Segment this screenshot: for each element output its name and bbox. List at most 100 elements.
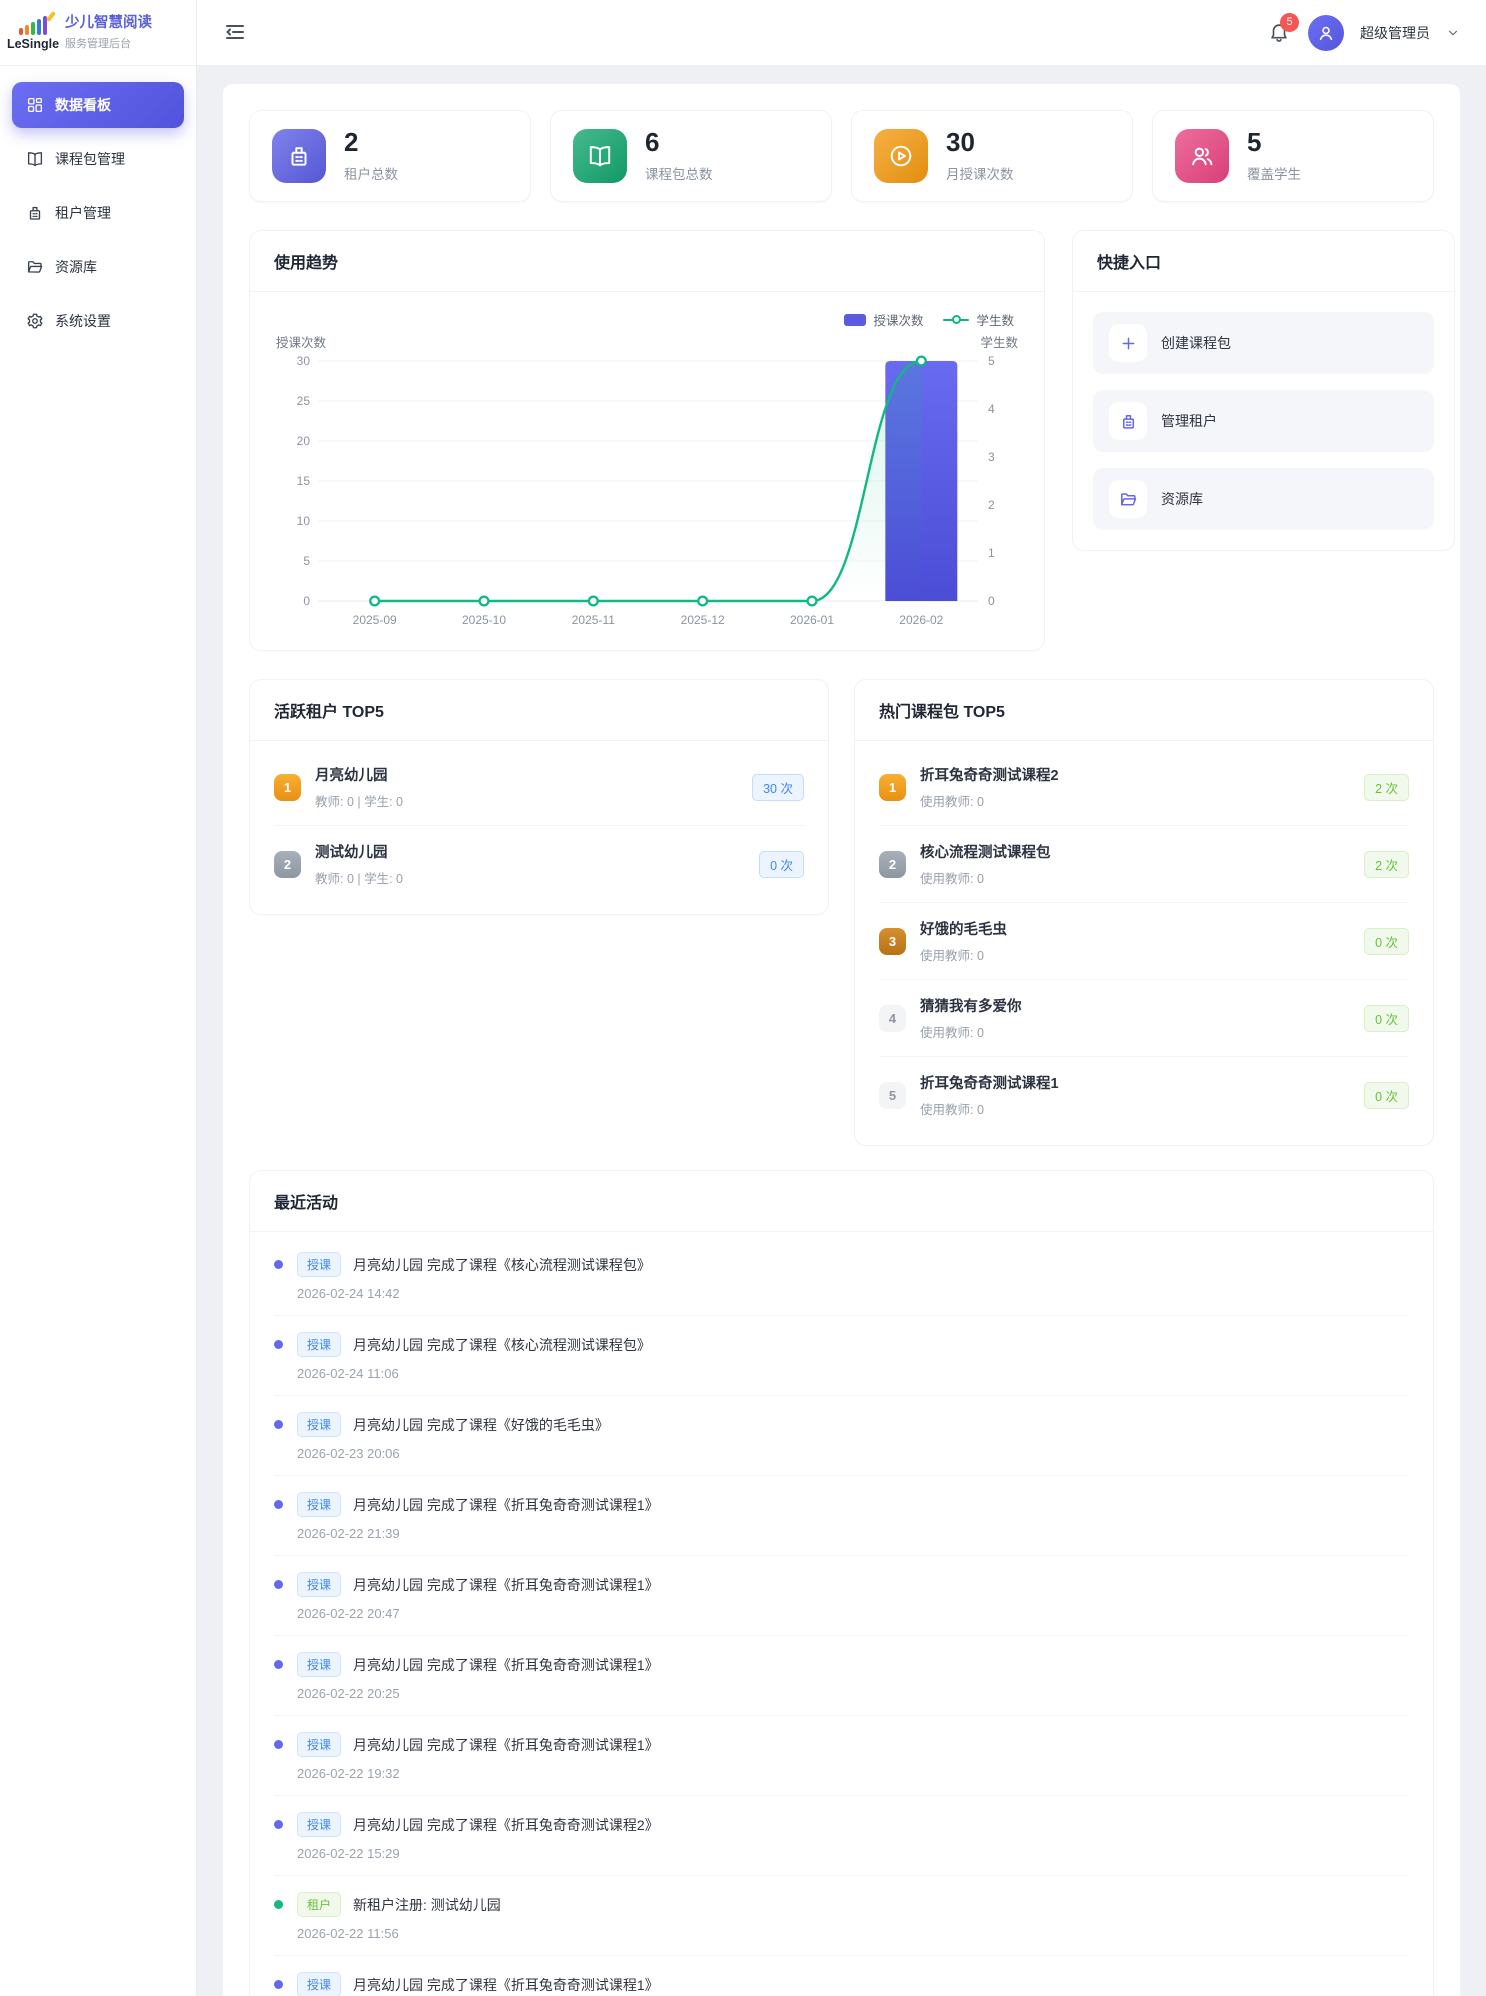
sidebar-item[interactable]: 系统设置 [12, 298, 184, 344]
sidebar-collapse-icon[interactable] [223, 20, 249, 46]
dashboard-card: 2 租户总数 6 课程包总数 30 月授课次数 [223, 84, 1460, 1996]
activity-text: 月亮幼儿园 完成了课程《折耳兔奇奇测试课程1》 [353, 1976, 659, 1993]
stat-cards: 2 租户总数 6 课程包总数 30 月授课次数 [249, 110, 1434, 203]
tenant-row[interactable]: 2 测试幼儿园 教师: 0 | 学生: 0 0 次 [274, 826, 804, 902]
activity-dot [274, 1260, 283, 1270]
recent-activities-list: 授课 月亮幼儿园 完成了课程《核心流程测试课程包》 2026-02-24 14:… [250, 1232, 1433, 1996]
sidebar-item-icon [26, 312, 44, 330]
svg-text:2026-02: 2026-02 [899, 613, 943, 627]
activity-type-tag: 授课 [297, 1732, 342, 1758]
active-tenants-card: 活跃租户 TOP5 1 月亮幼儿园 教师: 0 | 学生: 0 30 次 [249, 679, 829, 916]
sidebar-item-icon [26, 204, 44, 222]
activity-type-tag: 授课 [297, 1652, 342, 1678]
sidebar-item-label: 课程包管理 [55, 151, 125, 167]
quick-entry-item[interactable]: 资源库 [1093, 468, 1434, 531]
rank-badge: 1 [274, 773, 301, 801]
quick-entry-icon [1109, 480, 1147, 519]
activity-text: 月亮幼儿园 完成了课程《折耳兔奇奇测试课程1》 [353, 1736, 659, 1753]
activity-text: 月亮幼儿园 完成了课程《折耳兔奇奇测试课程1》 [353, 1496, 659, 1513]
package-meta: 使用教师: 0 [920, 1103, 984, 1118]
rank-badge: 5 [879, 1081, 906, 1109]
chevron-down-icon[interactable] [1446, 26, 1460, 40]
usage-count-badge: 0 次 [1364, 927, 1409, 955]
package-meta: 使用教师: 0 [920, 949, 984, 964]
sidebar: LeSingle 少儿智慧阅读 服务管理后台 数据看板 课程包管理 租户管理 [0, 0, 197, 1996]
svg-text:学生数: 学生数 [980, 335, 1018, 350]
activity-timestamp: 2026-02-22 20:25 [297, 1686, 400, 1702]
stat-card: 5 覆盖学生 [1152, 110, 1434, 203]
activity-type-tag: 授课 [297, 1252, 342, 1278]
sidebar-item[interactable]: 课程包管理 [12, 136, 184, 182]
usage-trend-title: 使用趋势 [250, 231, 1044, 293]
usage-trend-card: 使用趋势 授课次数 学生数 0 5 10 15 20 25 30 0 1 2 3 4 5 授课次数 学生数 2… [249, 230, 1045, 652]
rank-badge: 1 [879, 773, 906, 801]
svg-text:1: 1 [988, 546, 995, 560]
activity-type-tag: 授课 [297, 1332, 342, 1358]
quick-entry-label: 管理租户 [1161, 413, 1217, 430]
svg-text:15: 15 [297, 474, 311, 488]
sidebar-item-label: 资源库 [55, 259, 97, 275]
brand-area: LeSingle 少儿智慧阅读 服务管理后台 [0, 0, 196, 66]
quick-entry-icon [1109, 402, 1147, 441]
svg-text:授课次数: 授课次数 [276, 335, 327, 350]
package-meta: 使用教师: 0 [920, 872, 984, 887]
activity-dot [274, 1980, 283, 1990]
top-header: 5 超级管理员 [197, 0, 1486, 66]
stat-value: 5 [1247, 127, 1262, 157]
package-meta: 使用教师: 0 [920, 795, 984, 810]
quick-entry-label: 创建课程包 [1161, 335, 1231, 352]
user-name[interactable]: 超级管理员 [1360, 24, 1430, 41]
usage-count-badge: 0 次 [1364, 1004, 1409, 1032]
recent-activities-card: 最近活动 授课 月亮幼儿园 完成了课程《核心流程测试课程包》 2026-02-2… [249, 1170, 1434, 1996]
quick-entry-item[interactable]: 管理租户 [1093, 390, 1434, 453]
person-icon [1316, 23, 1336, 43]
legend-label-students[interactable]: 学生数 [976, 314, 1014, 329]
hot-packages-card: 热门课程包 TOP5 1 折耳兔奇奇测试课程2 使用教师: 0 2 次 [854, 679, 1434, 1147]
sidebar-item[interactable]: 资源库 [12, 244, 184, 290]
activity-dot [274, 1340, 283, 1350]
usage-count-badge: 2 次 [1364, 850, 1409, 878]
tenant-name: 测试幼儿园 [315, 845, 388, 862]
stat-value: 2 [344, 127, 359, 157]
stat-label: 月授课次数 [946, 167, 1014, 183]
activity-timestamp: 2026-02-22 11:56 [297, 1926, 399, 1942]
stat-label: 租户总数 [344, 167, 398, 183]
sidebar-item[interactable]: 数据看板 [12, 82, 184, 128]
legend-line-swatch [943, 315, 970, 325]
notification-bell-icon[interactable]: 5 [1268, 12, 1299, 45]
svg-text:0: 0 [303, 594, 310, 608]
svg-text:25: 25 [297, 394, 311, 408]
svg-text:0: 0 [988, 594, 995, 608]
package-row[interactable]: 2 核心流程测试课程包 使用教师: 0 2 次 [879, 826, 1409, 904]
recent-activities-title: 最近活动 [250, 1171, 1433, 1233]
activity-item: 授课 月亮幼儿园 完成了课程《好饿的毛毛虫》 2026-02-23 20:06 [274, 1396, 1409, 1477]
avatar[interactable] [1308, 14, 1344, 51]
activity-text: 月亮幼儿园 完成了课程《折耳兔奇奇测试课程2》 [353, 1816, 659, 1833]
sidebar-item-icon [26, 96, 44, 114]
activity-dot [274, 1740, 283, 1750]
sidebar-item-label: 租户管理 [55, 205, 111, 221]
quick-entry-list: 创建课程包 管理租户 资源库 [1073, 292, 1454, 550]
activity-item: 授课 月亮幼儿园 完成了课程《折耳兔奇奇测试课程1》 2026-02-22 19… [274, 1716, 1409, 1797]
package-row[interactable]: 1 折耳兔奇奇测试课程2 使用教师: 0 2 次 [879, 749, 1409, 827]
activity-text: 月亮幼儿园 完成了课程《好饿的毛毛虫》 [353, 1416, 609, 1433]
legend-label-lessons[interactable]: 授课次数 [873, 314, 924, 329]
chart-legend: 授课次数 学生数 [272, 298, 1022, 331]
app-title: 少儿智慧阅读 [65, 15, 152, 32]
package-row[interactable]: 3 好饿的毛毛虫 使用教师: 0 0 次 [879, 903, 1409, 981]
tenant-meta: 教师: 0 | 学生: 0 [315, 872, 403, 887]
activity-dot [274, 1660, 283, 1670]
quick-entry-item[interactable]: 创建课程包 [1093, 312, 1434, 375]
stat-label: 课程包总数 [645, 167, 713, 183]
sidebar-item-icon [26, 150, 44, 168]
svg-text:2025-10: 2025-10 [462, 613, 506, 627]
package-row[interactable]: 5 折耳兔奇奇测试课程1 使用教师: 0 0 次 [879, 1057, 1409, 1133]
tenant-row[interactable]: 1 月亮幼儿园 教师: 0 | 学生: 0 30 次 [274, 749, 804, 827]
activity-type-tag: 授课 [297, 1492, 342, 1518]
stat-value: 30 [946, 127, 975, 157]
package-row[interactable]: 4 猜猜我有多爱你 使用教师: 0 0 次 [879, 980, 1409, 1058]
activity-dot [274, 1420, 283, 1430]
sidebar-item[interactable]: 租户管理 [12, 190, 184, 236]
tenant-meta: 教师: 0 | 学生: 0 [315, 795, 403, 810]
activity-item: 租户 新租户注册: 测试幼儿园 2026-02-22 11:56 [274, 1876, 1409, 1957]
